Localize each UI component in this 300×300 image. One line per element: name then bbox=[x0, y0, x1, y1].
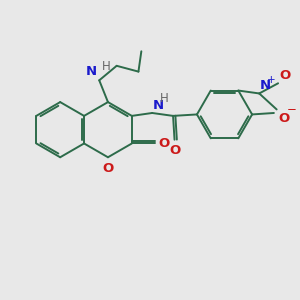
Text: +: + bbox=[267, 75, 276, 85]
Text: N: N bbox=[86, 65, 97, 78]
Text: O: O bbox=[280, 69, 291, 82]
Text: H: H bbox=[102, 60, 110, 73]
Text: O: O bbox=[102, 163, 114, 176]
Text: N: N bbox=[260, 79, 271, 92]
Text: O: O bbox=[278, 112, 290, 125]
Text: O: O bbox=[169, 144, 180, 157]
Text: O: O bbox=[159, 137, 170, 150]
Text: −: − bbox=[287, 103, 297, 116]
Text: H: H bbox=[160, 92, 169, 105]
Text: N: N bbox=[153, 98, 164, 112]
